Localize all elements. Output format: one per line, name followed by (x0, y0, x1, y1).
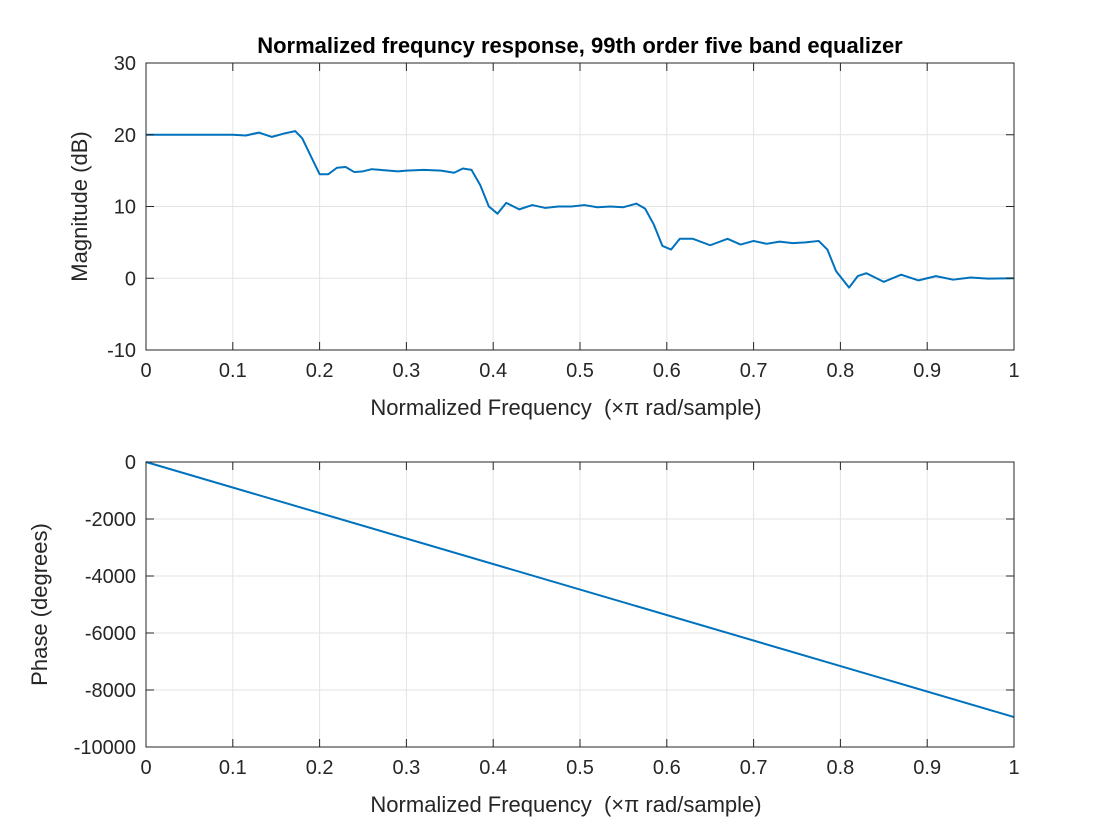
y-tick-label: 10 (114, 197, 136, 219)
y-tick-label: 20 (114, 125, 136, 147)
x-tick-label: 0.3 (392, 360, 420, 382)
y-axis-label: Phase (degrees) (27, 523, 52, 686)
x-tick-label: 0.3 (392, 757, 420, 779)
y-tick-label: 0 (125, 268, 136, 290)
x-tick-label: 0.9 (913, 360, 941, 382)
x-axis-label: Normalized Frequency (×π rad/sample) (370, 792, 761, 817)
x-tick-label: 0.2 (306, 757, 334, 779)
x-tick-label: 0 (140, 360, 151, 382)
y-tick-label: 30 (114, 53, 136, 75)
x-tick-label: 0.9 (913, 757, 941, 779)
x-tick-label: 0.5 (566, 360, 594, 382)
x-tick-label: 0.5 (566, 757, 594, 779)
phase-series-line (145, 461, 1015, 719)
y-axis-label: Magnitude (dB) (67, 131, 92, 281)
x-tick-label: 1 (1008, 757, 1019, 779)
x-tick-label: 0.7 (740, 360, 768, 382)
y-tick-label: -8000 (85, 680, 136, 702)
y-tick-label: -2000 (85, 509, 136, 531)
y-tick-label: -10000 (74, 737, 136, 759)
x-tick-label: 0 (140, 757, 151, 779)
chart-title: Normalized frequncy response, 99th order… (257, 33, 903, 58)
y-tick-label: -4000 (85, 566, 136, 588)
x-tick-label: 0.4 (479, 360, 507, 382)
x-tick-label: 0.7 (740, 757, 768, 779)
y-tick-label: -6000 (85, 623, 136, 645)
x-tick-label: 0.4 (479, 757, 507, 779)
x-tick-label: 0.1 (219, 757, 247, 779)
phase-axes: 0 0.1 0.2 0.3 0.4 0.5 0.6 0.7 0.8 0.9 1 -10000 -8000… (27, 452, 1020, 817)
x-tick-label: 0.1 (219, 360, 247, 382)
x-tick-label: 0.6 (653, 757, 681, 779)
magnitude-series-line (146, 130, 1015, 289)
x-tick-label: 0.8 (826, 757, 854, 779)
magnitude-axes: 0 0.1 0.2 0.3 0.4 0.5 0.6 0.7 0.8 0.9 1-100102030N… (67, 33, 1020, 420)
x-tick-label: 0.6 (653, 360, 681, 382)
x-tick-label: 0.2 (306, 360, 334, 382)
x-tick-label: 0.8 (826, 360, 854, 382)
y-tick-label: -10 (107, 340, 136, 362)
x-axis-label: Normalized Frequency (×π rad/sample) (370, 395, 761, 420)
x-tick-label: 1 (1008, 360, 1019, 382)
y-tick-label: 0 (125, 452, 136, 474)
